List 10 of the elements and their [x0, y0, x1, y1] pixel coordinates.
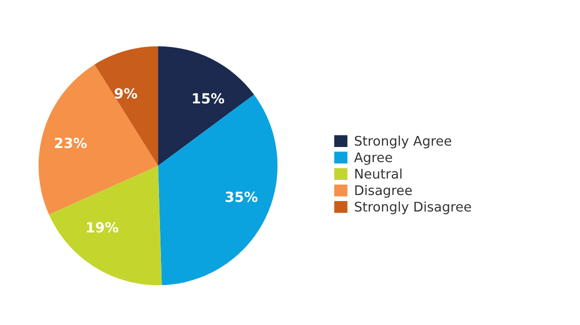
legend-label: Agree — [354, 152, 392, 165]
data-label: 15% — [192, 93, 224, 104]
data-label: 35% — [226, 192, 258, 202]
data-label: 23% — [55, 138, 87, 148]
legend-label: Strongly Disagree — [354, 201, 471, 214]
data-label: 19% — [87, 222, 118, 233]
legend-label: Strongly Agree — [354, 136, 452, 148]
data-label: 9% — [114, 88, 138, 99]
legend-label: Neutral — [355, 168, 402, 179]
legend-label: Disagree — [355, 184, 412, 198]
